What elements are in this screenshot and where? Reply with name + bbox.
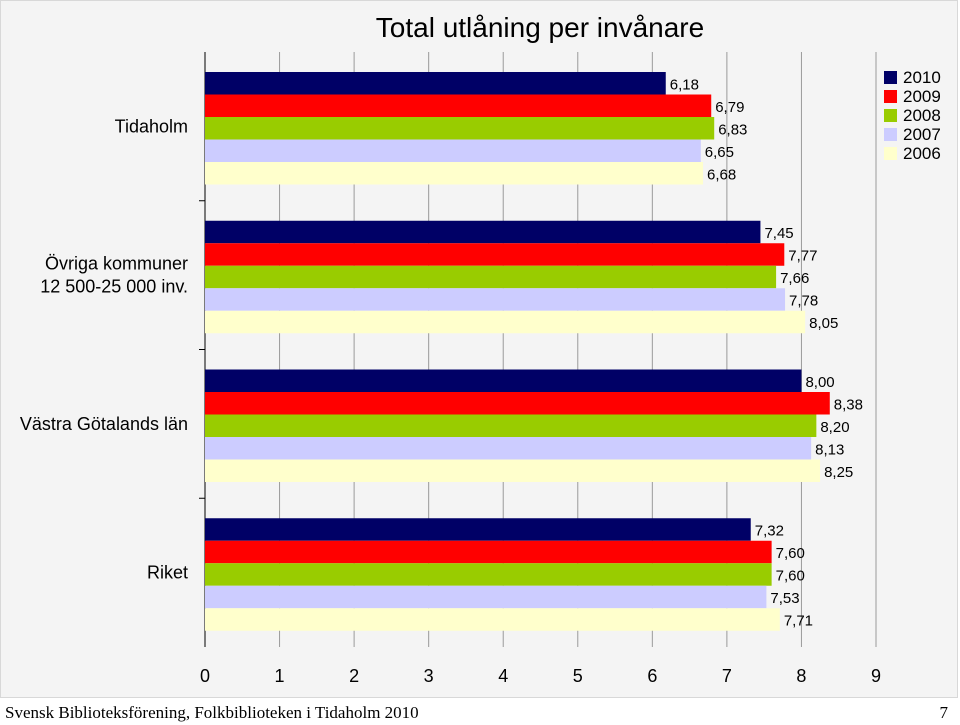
bar bbox=[205, 310, 806, 334]
data-label: 8,38 bbox=[834, 396, 863, 413]
data-label: 7,78 bbox=[789, 293, 818, 310]
bar bbox=[205, 220, 761, 244]
data-label: 6,83 bbox=[718, 121, 747, 138]
legend-swatch bbox=[884, 147, 897, 160]
bar bbox=[205, 459, 821, 482]
bar bbox=[205, 265, 777, 289]
legend-swatch bbox=[884, 90, 897, 103]
page-number: 7 bbox=[939, 703, 949, 722]
bar bbox=[205, 392, 830, 415]
data-label: 7,60 bbox=[776, 568, 805, 585]
data-label: 7,77 bbox=[788, 248, 817, 265]
legend-label: 2007 bbox=[903, 124, 941, 144]
data-label: 6,79 bbox=[715, 99, 744, 116]
data-label: 6,18 bbox=[670, 76, 699, 93]
x-tick-label: 3 bbox=[424, 666, 434, 686]
chart-legend: 2010 2009 2008 2007 2006 bbox=[884, 68, 941, 163]
legend-label: 2006 bbox=[903, 143, 941, 163]
x-tick-label: 1 bbox=[275, 666, 285, 686]
x-tick-label: 8 bbox=[796, 666, 806, 686]
x-tick-label: 4 bbox=[498, 666, 508, 686]
category-label: 12 500-25 000 inv. bbox=[40, 277, 188, 297]
legend-item: 2006 bbox=[884, 144, 941, 163]
x-tick-label: 6 bbox=[647, 666, 657, 686]
x-tick-label: 9 bbox=[871, 666, 881, 686]
legend-item: 2009 bbox=[884, 87, 941, 106]
bar bbox=[205, 414, 817, 437]
bar-chart: 6,18 6,79 6,83 6,65 6,68 Tidaholm 7,45 7,77 7,66… bbox=[20, 52, 881, 686]
data-label: 8,13 bbox=[815, 441, 844, 458]
x-tick-label: 5 bbox=[573, 666, 583, 686]
data-label: 6,65 bbox=[705, 144, 734, 161]
bar bbox=[205, 94, 712, 117]
legend-label: 2010 bbox=[903, 67, 941, 87]
bar bbox=[205, 243, 785, 266]
footer-text: Svensk Biblioteksförening, Folkbibliotek… bbox=[5, 703, 419, 722]
data-label: 7,71 bbox=[784, 613, 813, 630]
data-label: 7,32 bbox=[755, 523, 784, 540]
category-label: Övriga kommuner bbox=[45, 254, 188, 274]
legend-label: 2008 bbox=[903, 105, 941, 125]
data-label: 6,68 bbox=[707, 166, 736, 183]
bar bbox=[205, 608, 780, 631]
legend-swatch bbox=[884, 109, 897, 122]
legend-item: 2007 bbox=[884, 125, 941, 144]
legend-item: 2008 bbox=[884, 106, 941, 125]
legend-swatch bbox=[884, 128, 897, 141]
x-tick-label: 7 bbox=[722, 666, 732, 686]
legend-label: 2009 bbox=[903, 86, 941, 106]
data-label: 8,20 bbox=[820, 419, 849, 436]
data-label: 7,53 bbox=[770, 590, 799, 607]
bar bbox=[205, 437, 812, 460]
category-label: Västra Götalands län bbox=[20, 414, 188, 434]
bar bbox=[205, 563, 772, 586]
footer: Svensk Biblioteksförening, Folkbibliotek… bbox=[0, 699, 960, 725]
bar bbox=[205, 72, 666, 95]
bar bbox=[205, 369, 802, 392]
category-label: Riket bbox=[147, 563, 188, 583]
category-label: Tidaholm bbox=[115, 116, 188, 136]
data-label: 8,25 bbox=[824, 464, 853, 481]
x-tick-label: 2 bbox=[349, 666, 359, 686]
chart-title: Total utlåning per invånare bbox=[375, 12, 705, 43]
legend-swatch bbox=[884, 71, 897, 84]
data-label: 7,66 bbox=[780, 270, 809, 287]
bar bbox=[205, 518, 751, 541]
data-label: 8,00 bbox=[805, 374, 834, 391]
x-tick-label: 0 bbox=[200, 666, 210, 686]
bar bbox=[205, 585, 767, 609]
bar bbox=[205, 288, 786, 311]
bar bbox=[205, 162, 704, 185]
bar bbox=[205, 139, 701, 162]
data-label: 7,60 bbox=[776, 545, 805, 562]
bar bbox=[205, 117, 715, 140]
bar bbox=[205, 540, 772, 564]
data-label: 8,05 bbox=[809, 315, 838, 332]
legend-item: 2010 bbox=[884, 68, 941, 87]
data-label: 7,45 bbox=[764, 225, 793, 242]
